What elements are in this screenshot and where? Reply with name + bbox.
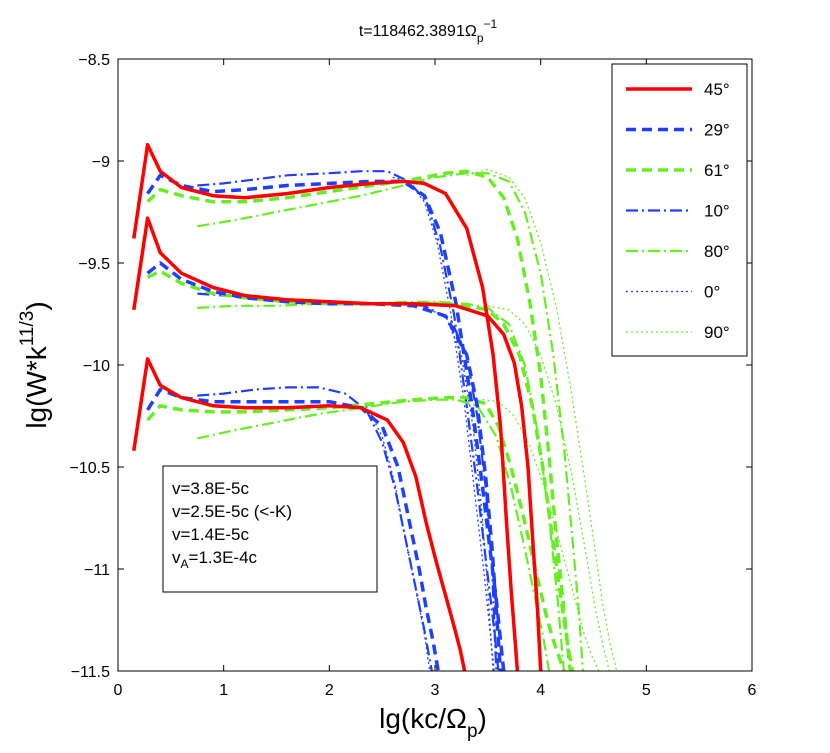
x-tick-label: 1: [219, 682, 228, 699]
series-line-29deg: [146, 173, 506, 671]
x-tick-label: 5: [642, 682, 651, 699]
x-tick-label: 6: [748, 682, 757, 699]
legend-label-29deg: 29°: [704, 121, 730, 140]
annotation-line-1: v=3.8E-5c: [172, 479, 250, 498]
series-line-90deg: [482, 399, 600, 671]
series-line-45deg: [132, 357, 467, 671]
series-line-45deg: [132, 142, 520, 671]
legend-label-90deg: 90°: [704, 323, 730, 342]
annotation-line-2: v=2.5E-5c (<-K): [172, 502, 292, 521]
y-tick-label: −10.5: [70, 460, 111, 477]
legend-label-80deg: 80°: [704, 242, 730, 261]
legend: 45° 29° 61° 10° 80° 0° 90°: [611, 63, 748, 357]
y-tick-label: −10: [83, 358, 110, 375]
series-line-80deg: [197, 398, 551, 671]
series-line-90deg: [466, 168, 618, 671]
series-line-10deg: [197, 170, 500, 671]
y-tick-label: −11: [84, 562, 110, 579]
chart-title: t=118462.3891Ωp−1: [359, 17, 498, 45]
plot-frame: [117, 58, 753, 672]
axis-ticks: 0 1 2 3 4 5 6 −11.5 −11 −10.5 −10 −9.5 −9 −8.5: [70, 52, 757, 699]
legend-label-10deg: 10°: [704, 202, 730, 221]
y-axis-label: lg(W*k11/3): [17, 301, 52, 428]
annotation-box: v=3.8E-5c v=2.5E-5c (<-K) v=1.4E-5c vA=1…: [162, 465, 378, 593]
series-line-61deg: [146, 269, 575, 671]
y-tick-label: −9: [92, 154, 110, 171]
legend-label-45deg: 45°: [704, 80, 730, 99]
x-tick-label: 0: [114, 682, 123, 699]
legend-label-61deg: 61°: [704, 161, 730, 180]
annotation-frame: [162, 465, 378, 593]
y-tick-label: −9.5: [78, 256, 110, 273]
y-tick-label: −11.5: [71, 664, 110, 681]
series-layer: [132, 142, 618, 671]
series-line-0deg: [392, 176, 495, 671]
annotation-line-4: vA=1.3E-4c: [172, 548, 258, 571]
series-line-80deg: [197, 300, 565, 671]
legend-label-0deg: 0°: [704, 283, 720, 302]
series-line-0deg: [365, 405, 431, 671]
annotation-line-3: v=1.4E-5c: [172, 525, 250, 544]
y-tick-label: −8.5: [78, 52, 110, 69]
series-line-45deg: [132, 216, 543, 671]
series-line-80deg: [197, 172, 584, 671]
series-line-61deg: [146, 169, 573, 671]
x-tick-label: 3: [431, 682, 440, 699]
x-tick-label: 4: [536, 682, 545, 699]
x-tick-label: 2: [325, 682, 334, 699]
series-line-10deg: [197, 386, 433, 671]
x-axis-label: lg(kc/Ωp): [379, 703, 487, 742]
